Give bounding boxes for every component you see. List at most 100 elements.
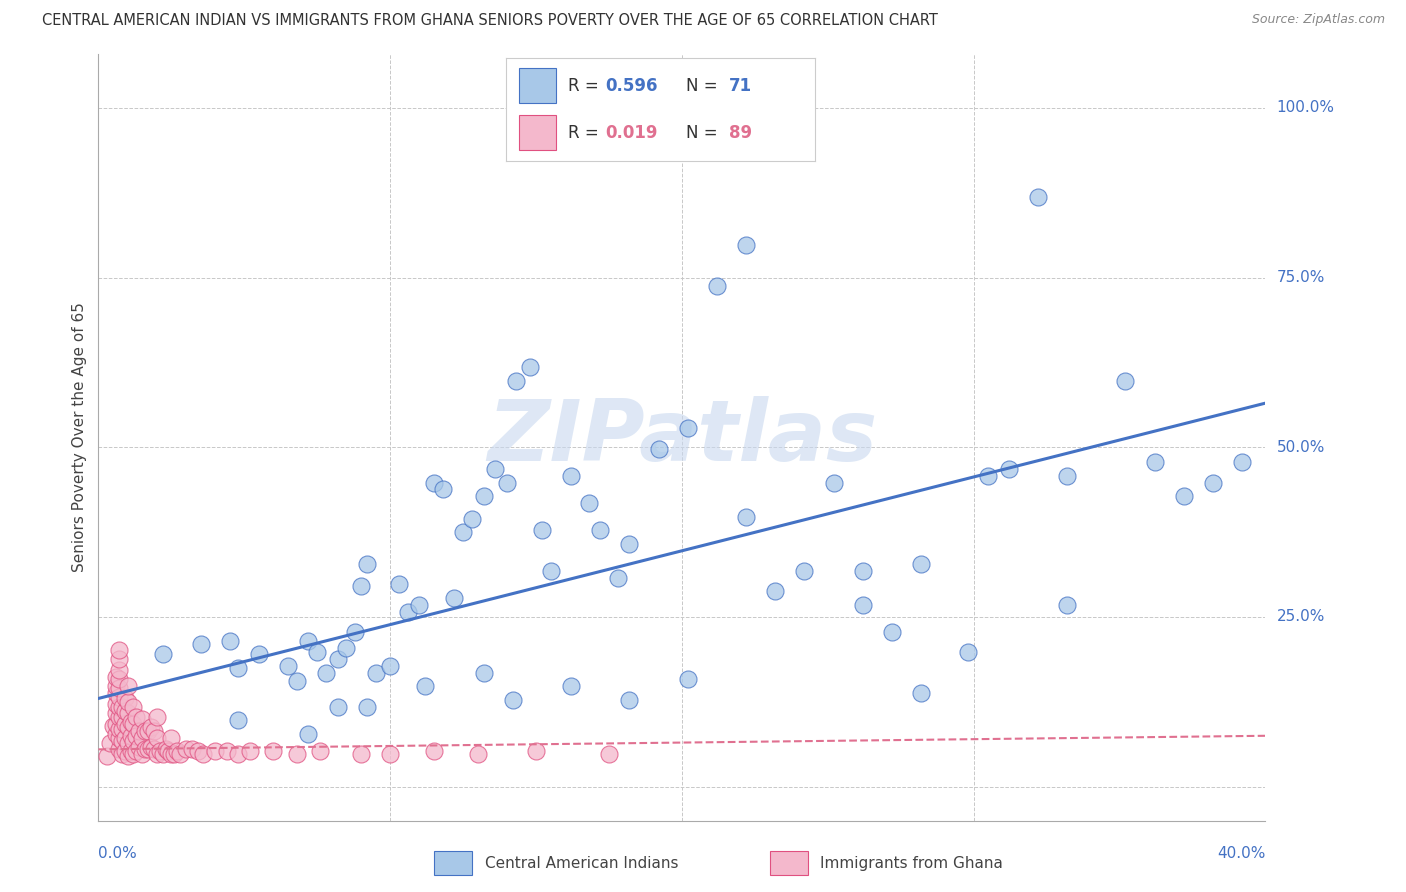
Point bbox=[104, 679, 127, 693]
Point bbox=[108, 731, 131, 745]
Point bbox=[793, 564, 815, 578]
Text: 0.019: 0.019 bbox=[605, 124, 658, 142]
Point bbox=[111, 699, 134, 714]
Point bbox=[128, 740, 150, 755]
Point bbox=[142, 724, 165, 739]
Point bbox=[114, 691, 136, 706]
Point bbox=[852, 564, 875, 578]
Point bbox=[166, 744, 188, 758]
Point bbox=[155, 742, 177, 756]
Point bbox=[1202, 475, 1225, 490]
Point bbox=[169, 747, 191, 761]
Text: R =: R = bbox=[568, 124, 605, 142]
Text: 89: 89 bbox=[728, 124, 752, 142]
Point bbox=[1114, 374, 1136, 388]
Point bbox=[187, 744, 209, 758]
Bar bbox=[519, 69, 555, 103]
Point bbox=[598, 747, 620, 761]
Point bbox=[104, 697, 127, 711]
Point bbox=[606, 571, 628, 585]
Point bbox=[146, 731, 169, 745]
Point bbox=[131, 731, 153, 745]
Point bbox=[136, 742, 159, 756]
Point bbox=[117, 706, 139, 721]
Text: 0.596: 0.596 bbox=[605, 77, 658, 95]
Point bbox=[218, 633, 240, 648]
Point bbox=[108, 642, 131, 657]
Point bbox=[128, 724, 150, 739]
Point bbox=[472, 489, 495, 503]
Point bbox=[1143, 455, 1166, 469]
Point bbox=[262, 744, 284, 758]
Point bbox=[344, 624, 367, 639]
Point bbox=[180, 742, 202, 756]
Point bbox=[122, 747, 145, 761]
Point bbox=[111, 722, 134, 736]
Point bbox=[589, 523, 612, 537]
Point bbox=[134, 742, 156, 756]
Point bbox=[247, 648, 270, 662]
Point bbox=[378, 747, 402, 761]
Text: 50.0%: 50.0% bbox=[1277, 440, 1324, 455]
Point bbox=[443, 591, 465, 605]
Point bbox=[108, 673, 131, 687]
Text: 0.0%: 0.0% bbox=[98, 846, 138, 861]
Point bbox=[136, 724, 159, 739]
Text: N =: N = bbox=[686, 124, 723, 142]
Bar bbox=[434, 851, 472, 875]
Point bbox=[204, 744, 226, 758]
Point bbox=[540, 564, 562, 578]
Point bbox=[228, 661, 250, 675]
Point bbox=[619, 536, 641, 550]
Point bbox=[114, 704, 136, 718]
Bar bbox=[770, 851, 808, 875]
Point bbox=[307, 645, 329, 659]
Point bbox=[157, 744, 180, 758]
Point bbox=[108, 690, 131, 704]
Point bbox=[364, 665, 387, 680]
Point bbox=[647, 442, 669, 456]
Point bbox=[117, 695, 139, 709]
Text: Source: ZipAtlas.com: Source: ZipAtlas.com bbox=[1251, 13, 1385, 27]
Point bbox=[193, 747, 215, 761]
Point bbox=[350, 579, 373, 593]
Point bbox=[152, 747, 174, 761]
Point bbox=[125, 729, 148, 743]
Point bbox=[101, 718, 124, 732]
Point bbox=[388, 577, 411, 591]
Text: Central American Indians: Central American Indians bbox=[485, 855, 679, 871]
Point bbox=[108, 663, 131, 677]
Point bbox=[104, 727, 127, 741]
Text: ZIPatlas: ZIPatlas bbox=[486, 395, 877, 479]
Point bbox=[142, 742, 165, 756]
Point bbox=[215, 744, 238, 758]
Text: 75.0%: 75.0% bbox=[1277, 270, 1324, 285]
Point bbox=[108, 722, 131, 736]
Point bbox=[413, 679, 436, 693]
Point bbox=[977, 468, 1000, 483]
Point bbox=[396, 605, 419, 619]
Point bbox=[1173, 489, 1195, 503]
Point bbox=[1230, 455, 1253, 469]
Point bbox=[315, 665, 337, 680]
Text: CENTRAL AMERICAN INDIAN VS IMMIGRANTS FROM GHANA SENIORS POVERTY OVER THE AGE OF: CENTRAL AMERICAN INDIAN VS IMMIGRANTS FR… bbox=[42, 13, 938, 29]
Point bbox=[139, 720, 162, 734]
Point bbox=[120, 729, 142, 743]
Point bbox=[502, 693, 524, 707]
Point bbox=[114, 717, 136, 731]
Point bbox=[956, 645, 979, 659]
Point bbox=[120, 744, 142, 758]
Text: Immigrants from Ghana: Immigrants from Ghana bbox=[821, 855, 1004, 871]
Point bbox=[108, 742, 131, 756]
Point bbox=[1026, 190, 1049, 204]
Point bbox=[735, 238, 758, 252]
Point bbox=[763, 584, 786, 599]
Point bbox=[134, 724, 156, 739]
Point bbox=[111, 710, 134, 724]
Point bbox=[139, 740, 162, 755]
Point bbox=[125, 744, 148, 758]
Point bbox=[285, 674, 308, 689]
Point bbox=[408, 598, 430, 612]
Point bbox=[910, 557, 932, 571]
Point bbox=[149, 744, 172, 758]
